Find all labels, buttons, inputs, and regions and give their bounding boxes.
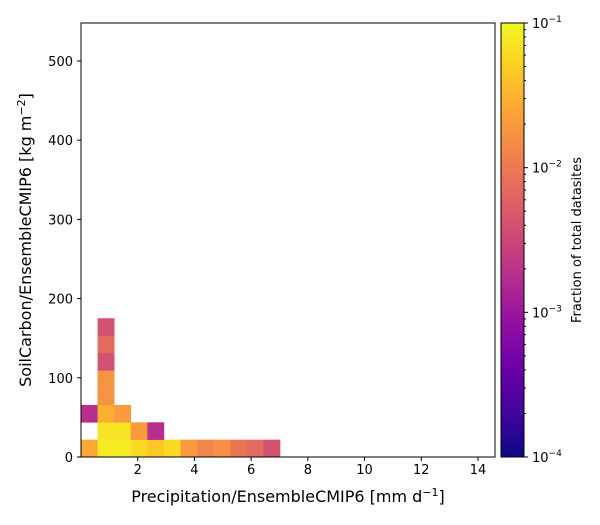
x-axis-ticks: 2 4 6 8 10 12 14 [134,457,487,478]
y-tick-label: 200 [48,293,73,308]
heatmap-cell [81,404,98,423]
x-tick-label: 12 [413,463,430,478]
colorbar [500,22,525,458]
heatmap-cell [97,352,115,371]
heatmap-cell [130,439,148,458]
x-tick-label: 6 [247,463,255,478]
heatmap-cell [97,439,115,458]
y-tick-label: 300 [48,213,73,228]
heatmap-cell [97,404,115,423]
heatmap-cell [97,318,115,336]
heatmap-cell [114,404,132,423]
heatmap-cell [81,439,98,458]
heatmap-cell [230,439,248,458]
heatmap-cell [130,422,148,440]
colorbar-label: Fraction of total datasites [570,157,585,323]
heatmap-cells [81,318,281,458]
heatmap-cell [263,439,281,458]
heatmap-cell [197,439,215,458]
heatmap-cell [97,370,115,388]
heatmap-cell [147,439,165,458]
colorbar-tick-label: 10−1 [532,15,562,32]
x-tick-label: 8 [304,463,312,478]
heatmap-cell [114,439,132,458]
y-tick-label: 0 [65,451,73,466]
plot-frame [80,22,496,458]
colorbar-tick-label: 10−4 [532,449,562,466]
colorbar-tick-label: 10−3 [532,304,562,321]
heatmap-cell [114,422,132,440]
heatmap-cell [97,335,115,354]
x-tick-label: 14 [470,463,487,478]
y-axis-ticks: 0 100 200 300 400 500 [48,55,81,466]
y-axis-label: SoilCarbon/EnsembleCMIP6 [kg m−2] [15,93,35,387]
heatmap-cell [147,422,165,440]
colorbar-tick-label: 10−2 [532,160,562,177]
heatmap-cell [213,439,231,458]
heatmap-cell [97,387,115,406]
y-tick-label: 500 [48,55,73,70]
y-tick-label: 100 [48,372,73,387]
heatmap-cell [246,439,264,458]
x-tick-label: 10 [356,463,373,478]
x-tick-label: 4 [190,463,198,478]
heatmap-cell [97,422,115,440]
x-tick-label: 2 [134,463,142,478]
colorbar-ticks: 10−1 10−2 10−3 10−4 [524,15,562,466]
y-tick-label: 400 [48,134,73,149]
heatmap-cell [163,439,181,458]
heatmap-cell [180,439,198,458]
x-axis-label: Precipitation/EnsembleCMIP6 [mm d−1] [131,486,445,506]
